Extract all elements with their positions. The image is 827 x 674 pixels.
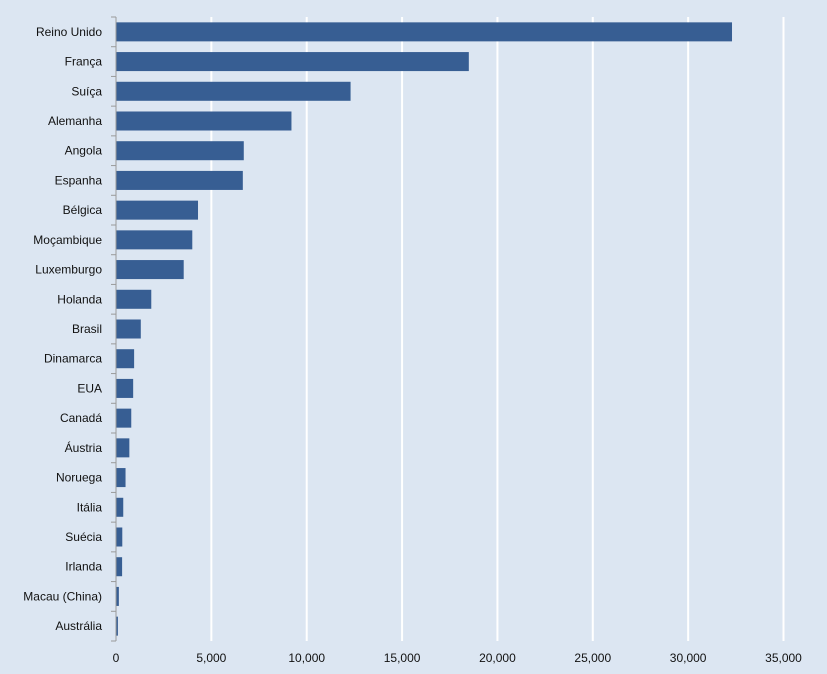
x-tick-labels: 0 5,000 10,000 15,000 20,000 25,000 30,000 35,0… [113,651,803,665]
category-label: Bélgica [63,203,103,217]
x-tick-label: 20,000 [479,651,516,665]
category-label: Brasil [72,322,102,336]
bar [116,527,123,547]
category-label: Espanha [55,173,103,187]
bar [116,289,152,309]
category-label: Macau (China) [23,589,102,603]
grid-lines [210,17,785,641]
category-label: Alemanha [48,114,102,128]
category-label: Austrália [55,619,102,633]
category-label: Suíça [71,84,102,98]
bar [116,438,130,458]
category-label: Dinamarca [44,352,102,366]
bar [116,200,199,220]
category-label: EUA [77,381,102,395]
bar [116,141,244,161]
x-tick-label: 5,000 [196,651,226,665]
category-label: Canadá [60,411,102,425]
bar [116,52,469,72]
category-label: Angola [65,144,103,158]
bar [116,230,193,250]
x-tick-label: 35,000 [765,651,802,665]
bar [116,408,132,428]
bar [116,378,134,398]
x-tick-label: 30,000 [670,651,707,665]
bar [116,319,141,339]
x-tick-label: 0 [113,651,120,665]
axes [111,16,117,642]
x-tick-label: 25,000 [574,651,611,665]
bar [116,586,119,606]
category-label: Noruega [56,471,102,485]
bar [116,497,124,517]
bar [116,260,184,280]
bar [116,111,292,131]
bar [116,81,351,101]
category-label: Áustria [65,440,103,455]
bars [116,22,733,636]
category-label: Holanda [57,292,102,306]
category-label: Suécia [65,530,102,544]
x-tick-label: 15,000 [384,651,421,665]
category-label: Reino Unido [36,25,102,39]
bar [116,349,135,369]
category-labels: Reino Unido França Suíça Alemanha Angola Espa… [23,25,102,633]
bar [116,170,243,190]
bar [116,468,126,488]
category-label: Irlanda [65,560,102,574]
category-label: Luxemburgo [35,263,102,277]
bar [116,557,123,577]
bar [116,22,733,42]
category-label: Moçambique [33,233,102,247]
x-tick-label: 10,000 [288,651,325,665]
category-label: Itália [77,500,103,514]
bar [116,616,118,636]
category-label: França [65,55,103,69]
